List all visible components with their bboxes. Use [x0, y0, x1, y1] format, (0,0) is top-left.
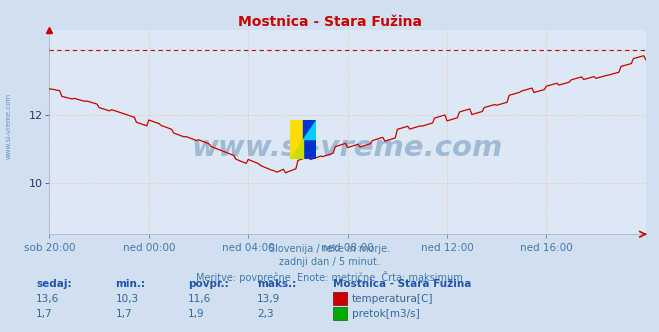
Text: Mostnica - Stara Fužina: Mostnica - Stara Fužina: [333, 279, 471, 289]
Polygon shape: [303, 120, 316, 139]
Text: temperatura[C]: temperatura[C]: [352, 294, 434, 304]
Polygon shape: [290, 120, 303, 159]
Text: 2,3: 2,3: [257, 309, 273, 319]
Text: zadnji dan / 5 minut.: zadnji dan / 5 minut.: [279, 257, 380, 267]
Text: 10,3: 10,3: [115, 294, 138, 304]
Text: 1,9: 1,9: [188, 309, 204, 319]
Text: sedaj:: sedaj:: [36, 279, 72, 289]
Text: Meritve: povprečne  Enote: metrične  Črta: maksimum: Meritve: povprečne Enote: metrične Črta:…: [196, 271, 463, 283]
Text: 1,7: 1,7: [36, 309, 53, 319]
Text: 1,7: 1,7: [115, 309, 132, 319]
Text: Slovenija / reke in morje.: Slovenija / reke in morje.: [269, 244, 390, 254]
Text: maks.:: maks.:: [257, 279, 297, 289]
Text: 13,9: 13,9: [257, 294, 280, 304]
Text: 11,6: 11,6: [188, 294, 211, 304]
Text: 13,6: 13,6: [36, 294, 59, 304]
Text: pretok[m3/s]: pretok[m3/s]: [352, 309, 420, 319]
Text: Mostnica - Stara Fužina: Mostnica - Stara Fužina: [237, 15, 422, 29]
Polygon shape: [303, 120, 316, 159]
Text: min.:: min.:: [115, 279, 146, 289]
Text: www.si-vreme.com: www.si-vreme.com: [192, 134, 503, 162]
Text: www.si-vreme.com: www.si-vreme.com: [5, 93, 11, 159]
Text: povpr.:: povpr.:: [188, 279, 229, 289]
Polygon shape: [290, 139, 303, 159]
